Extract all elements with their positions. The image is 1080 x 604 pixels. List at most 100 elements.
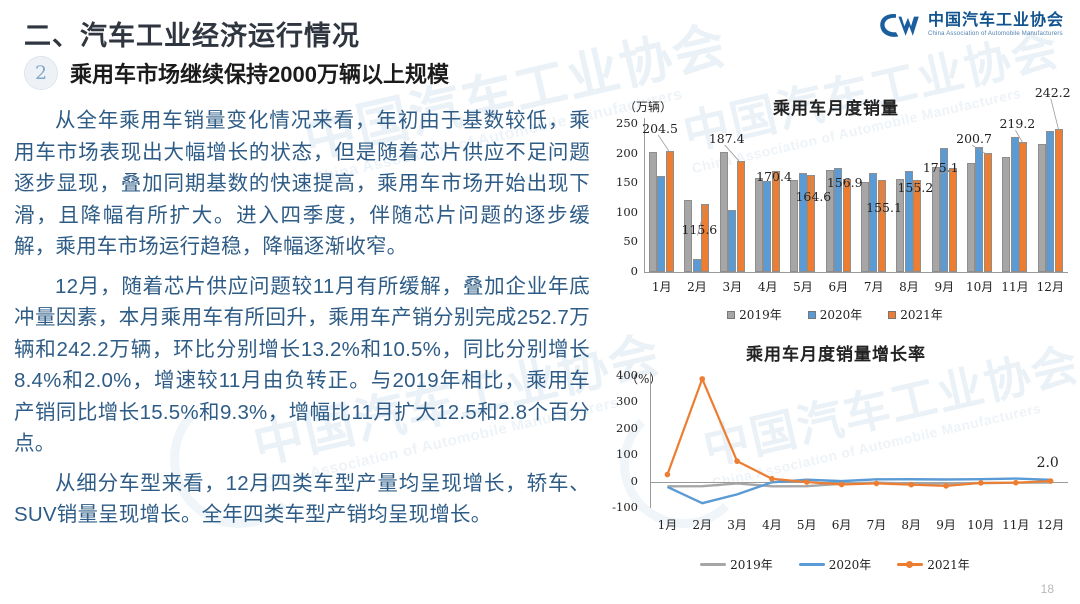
bar-2021年-7月 <box>877 180 886 272</box>
bar-2020年-1月 <box>657 176 666 272</box>
marker-2021年-2月 <box>699 376 706 382</box>
paragraph-3: 从细分车型来看，12月四类车型产量均呈现增长，轿车、SUV销量呈现增长。全年四类… <box>14 471 590 527</box>
marker-2021年-11月 <box>1012 479 1019 486</box>
x-axis-tick: 9月 <box>936 518 956 532</box>
data-label-3月: 187.4 <box>708 131 745 147</box>
bar-2019年-12月 <box>1037 144 1046 272</box>
marker-2021年-6月 <box>838 481 845 488</box>
marker-2021年-5月 <box>803 479 810 485</box>
logo-text-en: China Association of Automobile Manufact… <box>927 31 1063 38</box>
bar-2021年-12月 <box>1054 128 1063 272</box>
y-axis-tick: 400 <box>616 368 638 382</box>
data-label-1月: 204.5 <box>642 120 678 136</box>
x-axis-tick: 10月 <box>967 518 995 532</box>
x-axis-tick: 7月 <box>863 280 884 294</box>
bar-2020年-7月 <box>869 173 878 272</box>
legend-label-2021: 2021年 <box>900 308 943 322</box>
legend-item-2019: 2019年 <box>727 306 782 323</box>
legend-label-2020: 2020年 <box>828 558 872 572</box>
y-axis-tick: 50 <box>623 234 638 249</box>
legend-label-2019: 2019年 <box>730 558 773 572</box>
x-axis-tick: 6月 <box>828 280 849 294</box>
bar-2021年-9月 <box>948 168 957 272</box>
y-axis-tick: 100 <box>616 447 638 462</box>
marker-2021年-10月 <box>978 480 984 486</box>
x-axis-tick: 12月 <box>1036 518 1065 532</box>
y-axis-tick: 200 <box>616 420 638 435</box>
legend-item-2020: 2020年 <box>807 306 863 323</box>
x-axis-tick: 7月 <box>866 518 887 532</box>
marker-2021年-7月 <box>873 480 880 487</box>
legend-line-2020 <box>798 563 825 566</box>
y-axis-tick: 250 <box>616 116 638 130</box>
x-axis-tick: 8月 <box>901 518 922 532</box>
chart-unit-label: （万辆） <box>624 100 673 114</box>
bar-2021年-3月 <box>736 161 745 272</box>
bar-2019年-3月 <box>719 152 728 272</box>
caam-logo-icon <box>880 14 919 37</box>
paragraph-2: 12月，随着芯片供应问题较11月有所缓解，叠加企业年底冲量因素，本月乘用车有所回… <box>14 274 590 456</box>
subsection-header: 2 乘用车市场继续保持2000万辆以上规模 <box>24 56 449 90</box>
bar-2020年-2月 <box>692 258 701 272</box>
x-axis-tick: 11月 <box>1002 518 1030 532</box>
data-label-9月: 175.1 <box>922 160 959 176</box>
bar-2021年-2月 <box>701 203 710 272</box>
legend-line-2019 <box>700 563 727 566</box>
bar-2019年-6月 <box>825 169 834 272</box>
y-axis-tick: 0 <box>630 473 638 488</box>
marker-2021年-9月 <box>943 483 949 489</box>
bar-2019年-1月 <box>648 152 657 272</box>
marker-2021年-3月 <box>734 458 740 464</box>
legend-label-2021: 2021年 <box>927 558 970 572</box>
x-axis-tick: 5月 <box>796 518 817 532</box>
x-axis-tick: 2月 <box>692 518 713 532</box>
x-axis-tick: 9月 <box>934 280 955 294</box>
legend-line-2021 <box>897 561 924 568</box>
x-axis-tick: 5月 <box>793 280 813 294</box>
data-label-10月: 200.7 <box>956 131 992 147</box>
bar-2021年-10月 <box>983 153 992 272</box>
x-axis-tick: 11月 <box>1001 280 1029 294</box>
bar-2020年-5月 <box>798 172 807 272</box>
bar-2019年-11月 <box>1002 157 1011 272</box>
x-axis-tick: 6月 <box>831 518 852 532</box>
bar-2020年-11月 <box>1010 136 1019 272</box>
bar-2019年-7月 <box>860 181 869 272</box>
bar-2020年-4月 <box>763 181 772 272</box>
line-2020年 <box>666 477 1051 505</box>
body-copy: 从全年乘用车销量变化情况来看，年初由于基数较低，乘用车市场表现出大幅增长的状态，… <box>14 105 590 539</box>
y-axis-tick: 100 <box>616 204 638 219</box>
page-number: 18 <box>1040 582 1054 596</box>
chart-monthly-sales: 乘用车月度销量 （万辆） 0 50 100 150 200 250 1月 2月 3月 4月 5月 6月… <box>596 85 1074 332</box>
paragraph-1: 从全年乘用车销量变化情况来看，年初由于基数较低，乘用车市场表现出大幅增长的状态，… <box>14 109 590 258</box>
legend-marker-2021 <box>906 561 914 568</box>
y-axis <box>644 118 645 272</box>
y-axis-tick: -100 <box>612 500 638 514</box>
legend-label-2020: 2020年 <box>819 308 863 322</box>
brand-logo: 中国汽车工业协会 China Association of Automobile… <box>878 10 1064 40</box>
data-label-5月: 164.6 <box>795 188 832 204</box>
bar-2019年-8月 <box>896 179 905 272</box>
bar-2019年-5月 <box>790 179 799 272</box>
y-axis-tick: 0 <box>630 264 638 278</box>
legend-item-2021: 2021年 <box>888 306 943 323</box>
data-label-2月: 115.6 <box>681 221 718 237</box>
bar-2019年-4月 <box>754 178 763 272</box>
x-axis-tick: 12月 <box>1036 280 1064 294</box>
section-title: 二、汽车工业经济运行情况 <box>24 21 360 52</box>
data-label-12月: 242.2 <box>1034 84 1071 100</box>
marker-2021年-1月 <box>664 471 671 478</box>
bar-2020年-8月 <box>904 171 913 272</box>
y-axis-tick: 300 <box>616 394 638 409</box>
data-label-6月: 156.9 <box>826 175 863 191</box>
legend-bar-chart: 2019年 2020年 2021年 <box>596 306 1074 323</box>
data-label-4月: 170.4 <box>756 169 792 185</box>
bar-2021年-11月 <box>1019 142 1028 272</box>
bar-2020年-9月 <box>940 148 949 272</box>
x-axis-tick: 10月 <box>966 280 994 294</box>
legend-label-2019: 2019年 <box>739 308 782 322</box>
chart-title: 乘用车月度销量 <box>773 99 899 119</box>
x-axis-tick: 2月 <box>687 280 707 294</box>
bar-2020年-6月 <box>834 167 843 272</box>
x-axis-tick: 4月 <box>757 280 778 294</box>
